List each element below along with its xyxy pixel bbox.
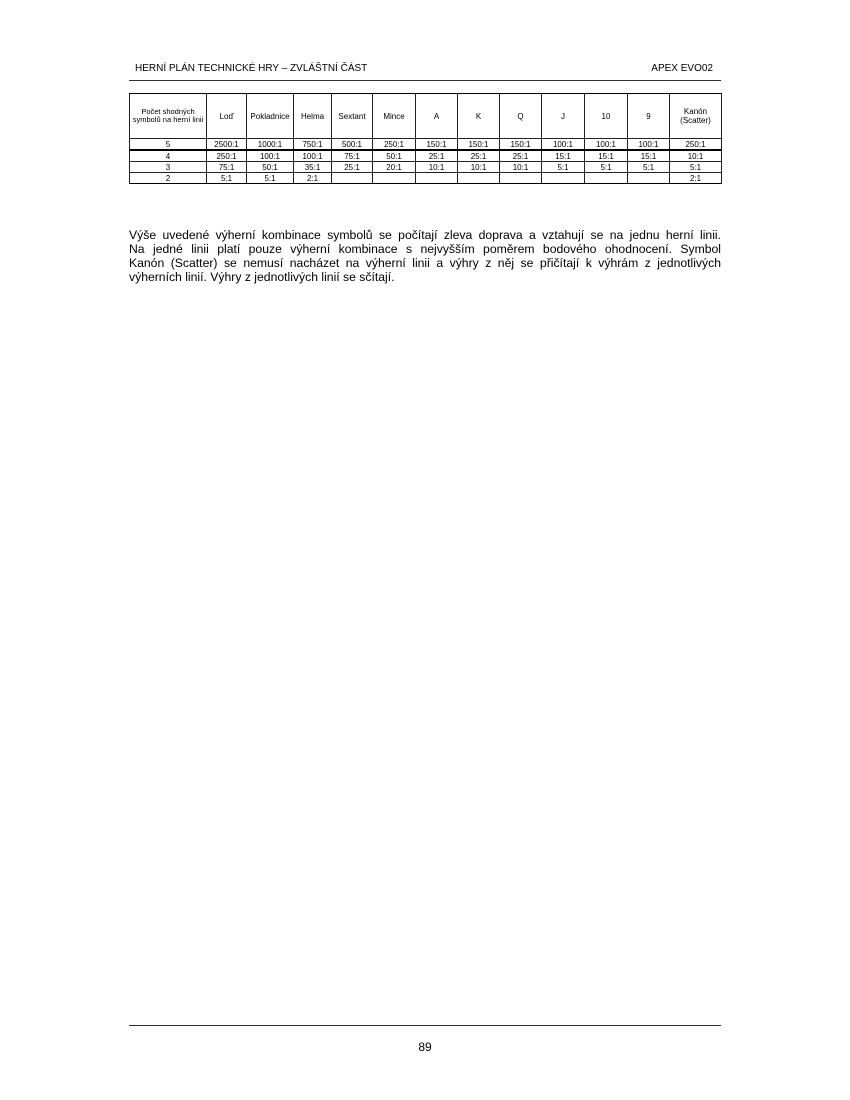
payout-cell: 500:1 bbox=[331, 138, 373, 151]
payout-cell: 15:1 bbox=[627, 149, 670, 162]
payout-cell: 75:1 bbox=[331, 149, 373, 162]
payout-cell: 50:1 bbox=[246, 161, 294, 173]
payout-cell bbox=[372, 172, 416, 184]
payout-cell: 100:1 bbox=[627, 138, 670, 151]
paragraph-line: Kanón (Scatter) se nemusí nacházet na vý… bbox=[129, 256, 721, 270]
header-divider bbox=[129, 80, 721, 81]
payout-cell: 5:1 bbox=[206, 172, 247, 184]
header-symbol: A bbox=[415, 93, 458, 139]
payout-cell: 35:1 bbox=[293, 161, 332, 173]
header-symbol: K bbox=[457, 93, 500, 139]
table-header-row: Počet shodných symbolů na herní linii Loď… bbox=[129, 93, 722, 139]
footer-divider bbox=[129, 1025, 721, 1026]
rules-paragraph: Výše uvedené výherní kombinace symbolů s… bbox=[129, 228, 721, 284]
symbol-count-cell: 5 bbox=[129, 138, 207, 151]
payout-cell: 25:1 bbox=[457, 149, 500, 162]
payout-cell: 15:1 bbox=[541, 149, 585, 162]
payout-cell bbox=[457, 172, 500, 184]
header-symbol: Kanón (Scatter) bbox=[669, 93, 722, 139]
header-symbol: Helma bbox=[293, 93, 332, 139]
payout-cell: 250:1 bbox=[372, 138, 416, 151]
payout-cell bbox=[541, 172, 585, 184]
symbol-count-cell: 2 bbox=[129, 172, 207, 184]
header-symbol: Sextant bbox=[331, 93, 373, 139]
payout-cell: 10:1 bbox=[499, 161, 542, 173]
payout-cell: 10:1 bbox=[415, 161, 458, 173]
header-symbol-count: Počet shodných symbolů na herní linii bbox=[129, 93, 207, 139]
payout-cell: 2:1 bbox=[293, 172, 332, 184]
payout-cell: 150:1 bbox=[457, 138, 500, 151]
payout-cell bbox=[584, 172, 628, 184]
payout-cell: 150:1 bbox=[499, 138, 542, 151]
document-header-code: APEX EVO02 bbox=[651, 63, 713, 74]
payout-cell: 100:1 bbox=[541, 138, 585, 151]
paragraph-line: Na jedné linii platí pouze výherní kombi… bbox=[129, 242, 721, 256]
payout-cell: 5:1 bbox=[246, 172, 294, 184]
paragraph-line: Výše uvedené výherní kombinace symbolů s… bbox=[129, 228, 721, 242]
payout-cell bbox=[499, 172, 542, 184]
payout-cell: 250:1 bbox=[669, 138, 722, 151]
payout-cell bbox=[627, 172, 670, 184]
payout-cell: 750:1 bbox=[293, 138, 332, 151]
header-symbol: Mince bbox=[372, 93, 416, 139]
payout-cell: 2:1 bbox=[669, 172, 722, 184]
payout-cell: 10:1 bbox=[669, 149, 722, 162]
payout-cell bbox=[331, 172, 373, 184]
payout-cell: 25:1 bbox=[415, 149, 458, 162]
payout-cell: 100:1 bbox=[293, 149, 332, 162]
payout-cell: 50:1 bbox=[372, 149, 416, 162]
payout-cell: 75:1 bbox=[206, 161, 247, 173]
paragraph-line: výherních linií. Výhry z jednotlivých li… bbox=[129, 270, 395, 284]
payout-table: Počet shodných symbolů na herní linii Loď… bbox=[129, 93, 722, 184]
payout-cell: 2500:1 bbox=[206, 138, 247, 151]
payout-cell: 25:1 bbox=[331, 161, 373, 173]
table-row: 5 2500:1 1000:1 750:1 500:1 250:1 150:1 150:1 15… bbox=[129, 138, 722, 151]
header-symbol: 10 bbox=[584, 93, 628, 139]
payout-cell: 5:1 bbox=[584, 161, 628, 173]
payout-cell: 5:1 bbox=[627, 161, 670, 173]
payout-cell: 25:1 bbox=[499, 149, 542, 162]
document-header-title: HERNÍ PLÁN TECHNICKÉ HRY – ZVLÁŠTNÍ ČÁST bbox=[135, 63, 368, 74]
payout-cell: 1000:1 bbox=[246, 138, 294, 151]
payout-cell: 10:1 bbox=[457, 161, 500, 173]
header-symbol: Loď bbox=[206, 93, 247, 139]
header-symbol: 9 bbox=[627, 93, 670, 139]
page-number: 89 bbox=[418, 1040, 432, 1054]
payout-cell: 100:1 bbox=[246, 149, 294, 162]
table-row: 2 5:1 5:1 2:1 2:1 bbox=[129, 172, 722, 184]
header-symbol: Pokladnice bbox=[246, 93, 294, 139]
payout-cell: 250:1 bbox=[206, 149, 247, 162]
payout-cell bbox=[415, 172, 458, 184]
payout-cell: 15:1 bbox=[584, 149, 628, 162]
payout-cell: 20:1 bbox=[372, 161, 416, 173]
table-row: 4 250:1 100:1 100:1 75:1 50:1 25:1 25:1 25:1 15:1… bbox=[129, 149, 722, 162]
header-symbol: J bbox=[541, 93, 585, 139]
symbol-count-cell: 3 bbox=[129, 161, 207, 173]
payout-cell: 150:1 bbox=[415, 138, 458, 151]
header-symbol: Q bbox=[499, 93, 542, 139]
payout-cell: 5:1 bbox=[669, 161, 722, 173]
payout-cell: 100:1 bbox=[584, 138, 628, 151]
table-row: 3 75:1 50:1 35:1 25:1 20:1 10:1 10:1 10:1 5:1 5:1 5… bbox=[129, 161, 722, 173]
symbol-count-cell: 4 bbox=[129, 149, 207, 162]
payout-cell: 5:1 bbox=[541, 161, 585, 173]
